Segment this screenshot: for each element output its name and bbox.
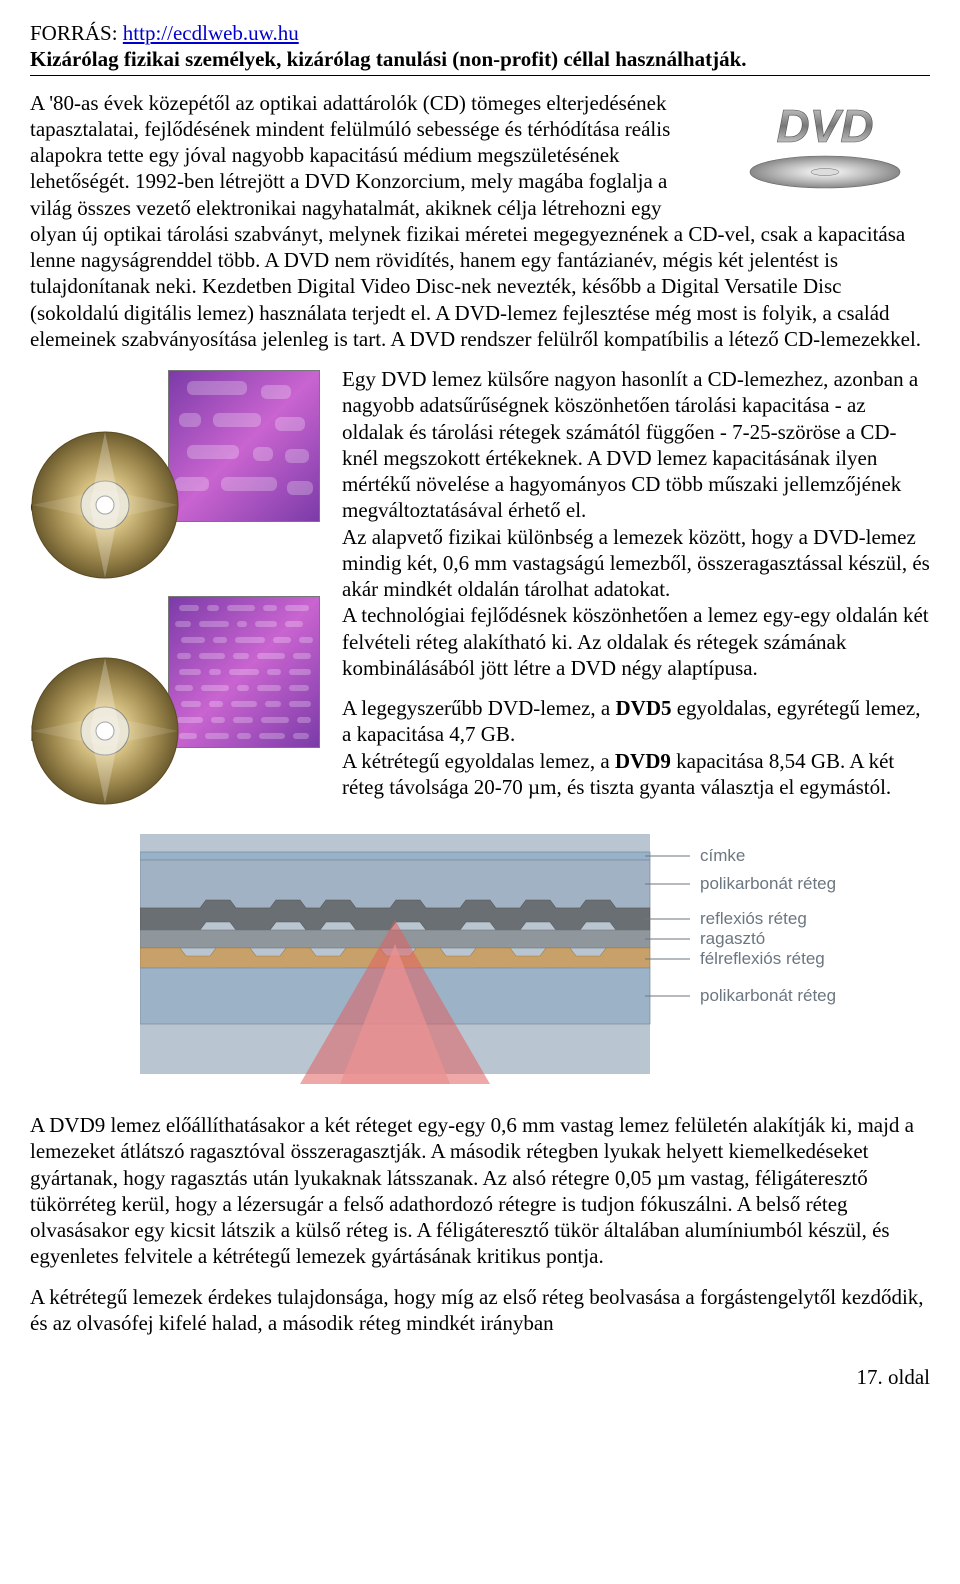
svg-text:polikarbonát réteg: polikarbonát réteg	[700, 986, 836, 1005]
paragraph-7: A DVD9 lemez előállíthatásakor a két rét…	[30, 1112, 930, 1270]
cd-disc-icon	[30, 430, 180, 580]
page-number: 17. oldal	[30, 1364, 930, 1390]
svg-text:reflexiós réteg: reflexiós réteg	[700, 909, 807, 928]
source-link[interactable]: http://ecdlweb.uw.hu	[123, 21, 299, 45]
paragraph-8: A kétrétegű lemezek érdekes tulajdonsága…	[30, 1284, 930, 1337]
cd-dvd-comparison-figure: CD	[30, 370, 320, 806]
svg-text:polikarbonát réteg: polikarbonát réteg	[700, 874, 836, 893]
header-divider	[30, 75, 930, 76]
svg-text:ragasztó: ragasztó	[700, 929, 765, 948]
cd-surface-tile	[168, 370, 320, 522]
dvd-layer-diagram: címke polikarbonát réteg reflexiós rétegra…	[140, 834, 840, 1094]
svg-text:félreflexiós réteg: félreflexiós réteg	[700, 949, 825, 968]
dvd-disc-icon	[30, 656, 180, 806]
source-line: FORRÁS: http://ecdlweb.uw.hu	[30, 20, 930, 46]
svg-text:DVD: DVD	[776, 100, 873, 152]
dvd-logo: DVD	[720, 94, 930, 194]
rights-line: Kizárólag fizikai személyek, kizárólag t…	[30, 46, 930, 72]
dvd-surface-tile	[168, 596, 320, 748]
svg-text:címke: címke	[700, 846, 745, 865]
source-label: FORRÁS:	[30, 21, 123, 45]
